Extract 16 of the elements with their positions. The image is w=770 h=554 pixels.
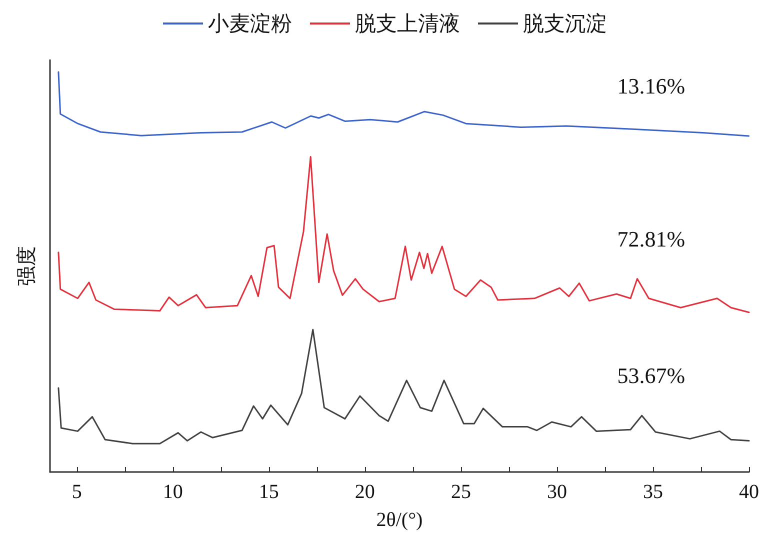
x-axis-title: 2θ/(°) bbox=[376, 509, 423, 531]
x-tick-label: 5 bbox=[72, 481, 82, 503]
x-tick-label: 40 bbox=[739, 481, 759, 503]
x-tick-label: 15 bbox=[258, 481, 279, 503]
annotation: 13.16% bbox=[617, 74, 686, 98]
x-tick-label: 20 bbox=[354, 481, 375, 503]
annotation: 72.81% bbox=[617, 226, 686, 252]
legend-label: 小麦淀粉 bbox=[208, 12, 292, 36]
x-tick-label: 25 bbox=[450, 481, 471, 503]
legend-label: 脱支沉淀 bbox=[523, 12, 607, 36]
legend-label: 脱支上清液 bbox=[355, 12, 460, 36]
y-axis-title: 强度 bbox=[14, 246, 38, 286]
x-tick-label: 10 bbox=[162, 481, 183, 503]
x-tick-label: 35 bbox=[642, 481, 663, 503]
annotation: 53.67% bbox=[617, 363, 686, 388]
x-tick-label: 30 bbox=[546, 481, 567, 503]
